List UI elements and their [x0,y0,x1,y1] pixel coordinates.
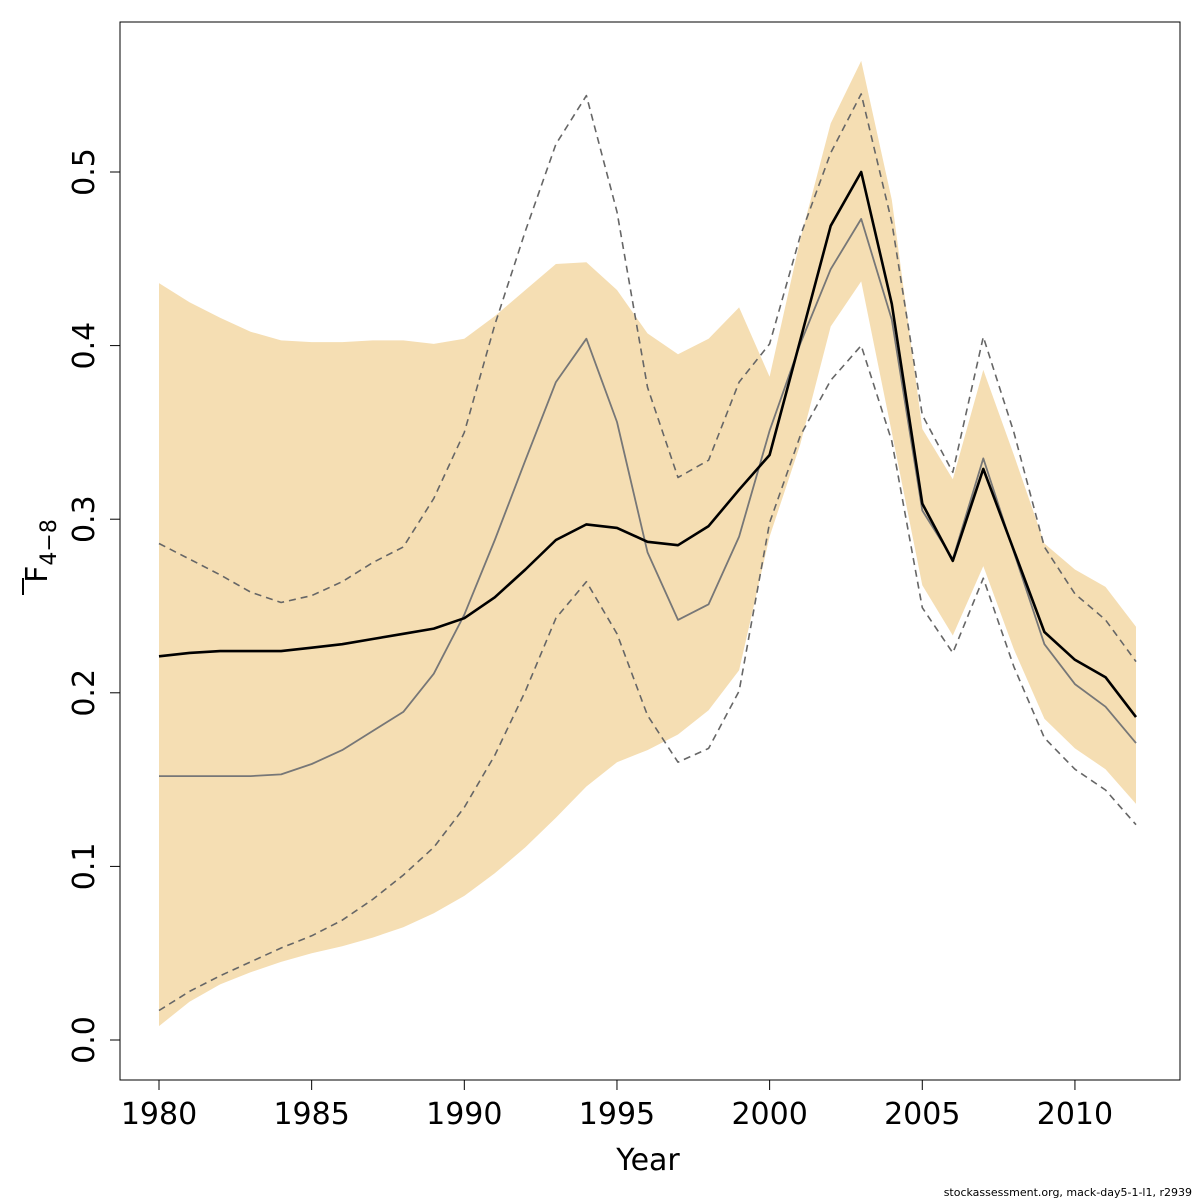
x-axis: 1980 1985 1990 1995 2000 2005 2010 [121,1079,1113,1132]
y-tick-label: 0.1 [67,843,102,891]
interval-upper-dashed-line [158,93,1137,663]
y-tick-label: 0.0 [67,1016,102,1064]
estimate-line-black [158,170,1138,718]
x-tick-label: 1980 [121,1097,197,1132]
series-layer [158,93,1138,1012]
x-axis-title: Year [615,1143,680,1178]
y-axis-title: F4−8 [20,519,62,595]
svg-text:F4−8: F4−8 [20,519,62,583]
y-axis: 0.0 0.1 0.2 0.3 0.4 0.5 [67,148,121,1064]
y-tick-label: 0.5 [67,148,102,196]
x-tick-label: 1990 [426,1097,502,1132]
estimate-line-grey [159,217,1137,777]
x-tick-label: 1985 [273,1097,349,1132]
y-axis-title-subscript: 4−8 [37,519,62,565]
x-tick-label: 1995 [579,1097,655,1132]
interval-lower-dashed-line [158,344,1137,1012]
y-tick-label: 0.2 [67,669,102,717]
x-tick-label: 2000 [731,1097,807,1132]
y-tick-label: 0.3 [67,495,102,543]
footer-note: stockassessment.org, mack-day5-1-l1, r29… [944,1186,1192,1199]
y-tick-label: 0.4 [67,322,102,370]
x-tick-label: 2010 [1037,1097,1113,1132]
x-tick-label: 2005 [884,1097,960,1132]
y-axis-title-main: F [20,566,55,583]
